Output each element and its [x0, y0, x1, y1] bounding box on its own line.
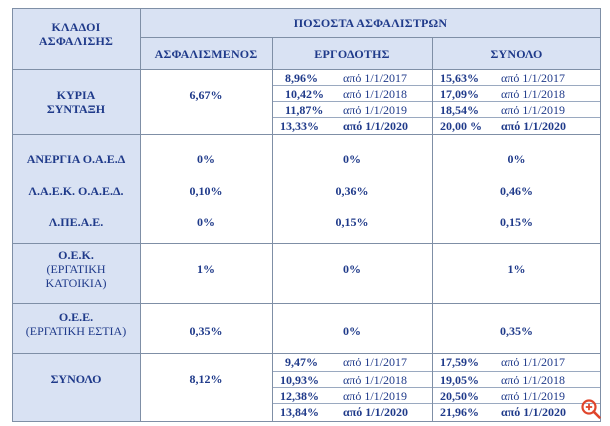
main-pension-employer-pct: 8,96% [285, 71, 318, 85]
apeae-total: 0,15% [500, 215, 533, 229]
main-pension-employer-pct: 13,33% [280, 119, 319, 133]
total-total-date: από 1/1/2020 [501, 405, 566, 419]
header-branches-line1: ΚΛΑΔΟΙ [51, 20, 101, 34]
total-insured: 8,12% [189, 372, 223, 386]
total-employer-date: από 1/1/2020 [343, 405, 408, 419]
main-pension-insured: 6,67% [189, 88, 223, 102]
apeae-employer: 0,15% [335, 215, 369, 229]
row-sublabel-oee: (ΕΡΓΑΤΙΚΗ ΕΣΤΙΑ) [25, 324, 127, 338]
total-total-pct: 21,96% [440, 405, 479, 419]
main-pension-total-date: από 1/1/2018 [501, 87, 566, 101]
total-employer-pct: 10,93% [280, 373, 319, 387]
laek-employer: 0,36% [335, 184, 369, 198]
oek-insured: 1% [197, 262, 215, 276]
header-employer: ΕΡΓΟΔΟΤΗΣ [314, 47, 390, 61]
total-total-pct: 17,59% [440, 355, 479, 369]
total-employer-pct: 13,84% [280, 405, 319, 419]
laek-insured: 0,10% [189, 184, 223, 198]
header-branches-line2: ΑΣΦΑΛΙΣΗΣ [38, 34, 114, 48]
main-pension-employer-date: από 1/1/2018 [343, 87, 408, 101]
main-pension-total-date: από 1/1/2020 [501, 119, 566, 133]
header-band [12, 8, 601, 69]
main-pension-employer-pct: 11,87% [285, 103, 324, 117]
oek-total: 1% [507, 262, 526, 276]
total-employer-date: από 1/1/2017 [343, 355, 408, 369]
main-pension-employer-pct: 10,42% [285, 87, 324, 101]
row-sublabel-oek-line2: ΚΑΤΟΙΚΙΑ) [45, 276, 107, 290]
row-label-oek: Ο.Ε.Κ. [58, 248, 94, 262]
row-label-main-pension-line1: ΚΥΡΙΑ [56, 88, 96, 102]
main-pension-employer-date: από 1/1/2020 [343, 119, 408, 133]
total-employer-date: από 1/1/2019 [343, 389, 408, 403]
unemployment-employer: 0% [343, 152, 361, 166]
header-total: ΣΥΝΟΛΟ [490, 47, 543, 61]
row-label-unemployment: ΑΝΕΡΓΙΑ Ο.Α.Ε.Δ [26, 152, 126, 166]
unemployment-total: 0% [507, 152, 526, 166]
main-pension-total-pct: 17,09% [440, 87, 479, 101]
apeae-insured: 0% [197, 215, 215, 229]
row-label-main-pension-line2: ΣΥΝΤΑΞΗ [46, 102, 106, 116]
oee-insured: 0,35% [189, 324, 223, 338]
main-pension-total-date: από 1/1/2019 [501, 103, 566, 117]
total-employer-pct: 9,47% [285, 355, 318, 369]
main-pension-employer-date: από 1/1/2019 [343, 103, 408, 117]
total-total-pct: 19,05% [440, 373, 479, 387]
oek-employer: 0% [343, 262, 361, 276]
zoom-in-icon[interactable] [580, 398, 602, 420]
header-contribution-rates: ΠΟΣΟΣΤΑ ΑΣΦΑΛΙΣΤΡΩΝ [293, 16, 448, 30]
oee-total: 0,35% [500, 324, 533, 338]
main-pension-employer-date: από 1/1/2017 [343, 71, 408, 85]
total-total-date: από 1/1/2017 [501, 355, 566, 369]
header-insured: ΑΣΦΑΛΙΣΜΕΝΟΣ [154, 47, 258, 61]
laek-total: 0,46% [500, 184, 533, 198]
main-pension-total-pct: 20,00 % [440, 119, 482, 133]
total-employer-pct: 12,38% [280, 389, 319, 403]
oee-employer: 0% [343, 324, 361, 338]
total-employer-date: από 1/1/2018 [343, 373, 408, 387]
main-pension-total-pct: 15,63% [440, 71, 479, 85]
main-pension-total-date: από 1/1/2017 [501, 71, 566, 85]
row-sublabel-oek-line1: (ΕΡΓΑΤΙΚΗ [46, 262, 106, 276]
row-label-total: ΣΥΝΟΛΟ [50, 372, 102, 386]
row-label-apeae: Λ.ΠΕ.Α.Ε. [48, 215, 104, 229]
label-column-band [12, 69, 140, 421]
main-pension-total-pct: 18,54% [440, 103, 479, 117]
total-total-date: από 1/1/2018 [501, 373, 566, 387]
unemployment-insured: 0% [197, 152, 215, 166]
row-label-oee: Ο.Ε.Ε. [58, 310, 94, 324]
row-label-laek: Λ.Α.Ε.Κ. Ο.Α.Ε.Δ. [28, 184, 124, 198]
total-total-date: από 1/1/2019 [501, 389, 566, 403]
total-total-pct: 20,50% [440, 389, 479, 403]
